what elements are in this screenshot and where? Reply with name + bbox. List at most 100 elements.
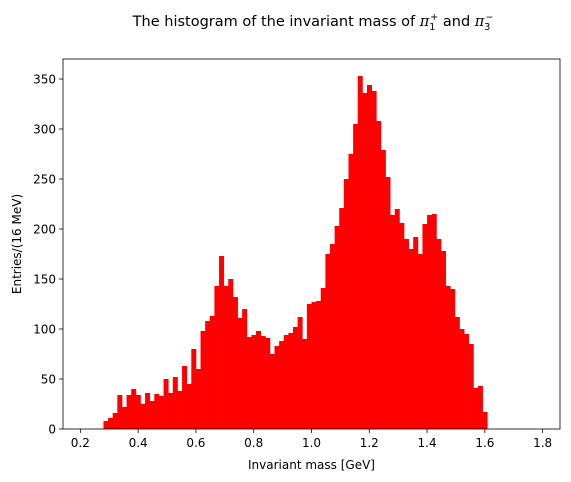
histogram-bar [417, 254, 423, 429]
histogram-bar [311, 302, 317, 429]
x-tick-label: 1.2 [360, 436, 379, 450]
histogram-bar [172, 377, 178, 429]
histogram-bar [380, 150, 386, 429]
y-axis-label: Entries/(16 MeV) [10, 194, 24, 294]
histogram-bar [269, 354, 275, 429]
x-tick-label: 1.6 [475, 436, 494, 450]
title-particle-1-sub: 1 [429, 22, 435, 33]
histogram-bar [329, 244, 336, 429]
histogram-bar [182, 366, 188, 429]
histogram-bar [482, 412, 488, 429]
histogram-bar [394, 209, 400, 429]
histogram-bar [256, 331, 262, 429]
histogram-bar [325, 254, 331, 429]
histogram-bar [246, 337, 252, 429]
histogram-bar [112, 413, 118, 429]
histogram-bar [163, 379, 169, 429]
y-tick-label: 150 [33, 273, 56, 287]
histogram-bar [108, 418, 114, 429]
histogram-bar [343, 179, 349, 429]
histogram-bar [422, 224, 428, 429]
histogram-bar [168, 393, 174, 429]
histogram-bar [348, 154, 354, 429]
histogram-bar [316, 301, 322, 429]
histogram-bar [339, 208, 345, 429]
histogram-bar [126, 395, 132, 429]
histogram-bar [205, 321, 211, 429]
histogram-bar [362, 93, 368, 429]
histogram-bar [371, 91, 377, 429]
histogram-bar [223, 286, 229, 429]
x-axis-ticks: 0.2 0.4 0.6 0.8 1.0 1.2 1.4 1.6 1.8 [71, 429, 552, 450]
y-tick-label: 200 [33, 223, 56, 237]
x-axis-label: Invariant mass [GeV] [248, 458, 375, 472]
title-particle-2-sup: − [485, 12, 493, 23]
histogram-bar [302, 339, 308, 429]
histogram-bar [283, 335, 289, 429]
histogram-bar [320, 288, 326, 429]
histogram-bar [140, 404, 146, 429]
histogram-bars [103, 76, 488, 429]
histogram-bar [131, 389, 137, 429]
histogram-bar [145, 393, 151, 429]
histogram-bar [158, 396, 164, 429]
histogram-bar [385, 177, 391, 429]
histogram-bar [117, 395, 123, 429]
histogram-bar [464, 334, 470, 429]
histogram-bar [468, 344, 474, 429]
title-particle-2-sub: 3 [484, 22, 490, 33]
histogram-bar [413, 237, 419, 429]
title-particle-1-sup: + [430, 12, 438, 23]
histogram-bar [357, 76, 363, 429]
title-prefix: The histogram of the invariant mass of [132, 14, 420, 30]
histogram-bar [427, 215, 433, 429]
histogram-bar [186, 384, 192, 429]
histogram-bar [440, 251, 446, 429]
plot-frame [62, 58, 561, 430]
histogram-bar [214, 286, 220, 429]
histogram-bar [399, 223, 405, 429]
histogram-bar [436, 239, 442, 429]
y-tick-label: 350 [33, 73, 56, 87]
title-particle-2: π [474, 14, 485, 30]
x-tick-label: 0.8 [244, 436, 263, 450]
histogram-bar [431, 214, 437, 429]
y-tick-label: 0 [48, 423, 56, 437]
histogram-bar [200, 331, 206, 429]
title-joiner: and [438, 14, 475, 30]
histogram-bar [450, 289, 456, 429]
histogram-bar [366, 85, 373, 429]
x-tick-label: 1.0 [302, 436, 321, 450]
x-tick-label: 0.6 [186, 436, 205, 450]
histogram-bar [228, 279, 234, 429]
y-tick-label: 300 [33, 123, 56, 137]
histogram-bar [403, 239, 409, 429]
chart-title: The histogram of the invariant mass of π… [132, 12, 494, 33]
histogram-bar [209, 316, 215, 429]
histogram-bar [121, 407, 127, 429]
histogram-bar [279, 341, 285, 429]
histogram-bar [265, 338, 271, 429]
histogram-bar [334, 226, 340, 429]
histogram-bar [297, 317, 303, 429]
histogram-bar [154, 394, 160, 429]
histogram-bar [376, 121, 382, 429]
histogram-bar [149, 401, 155, 429]
histogram-bar [260, 336, 266, 429]
histogram-bar [353, 124, 359, 429]
histogram-bar [232, 297, 238, 429]
y-tick-label: 50 [41, 373, 56, 387]
histogram-bar [177, 391, 183, 429]
x-tick-label: 0.4 [129, 436, 148, 450]
histogram-bar [219, 256, 225, 429]
x-tick-label: 1.4 [418, 436, 437, 450]
y-tick-label: 250 [33, 173, 56, 187]
histogram-bar [242, 309, 248, 429]
x-tick-label: 0.2 [71, 436, 90, 450]
histogram-bar [274, 346, 280, 429]
histogram-bar [454, 317, 460, 429]
y-axis-ticks: 0 50 100 150 200 250 300 350 [33, 73, 63, 437]
title-particle-1: π [419, 14, 430, 30]
histogram-bar [103, 421, 109, 429]
